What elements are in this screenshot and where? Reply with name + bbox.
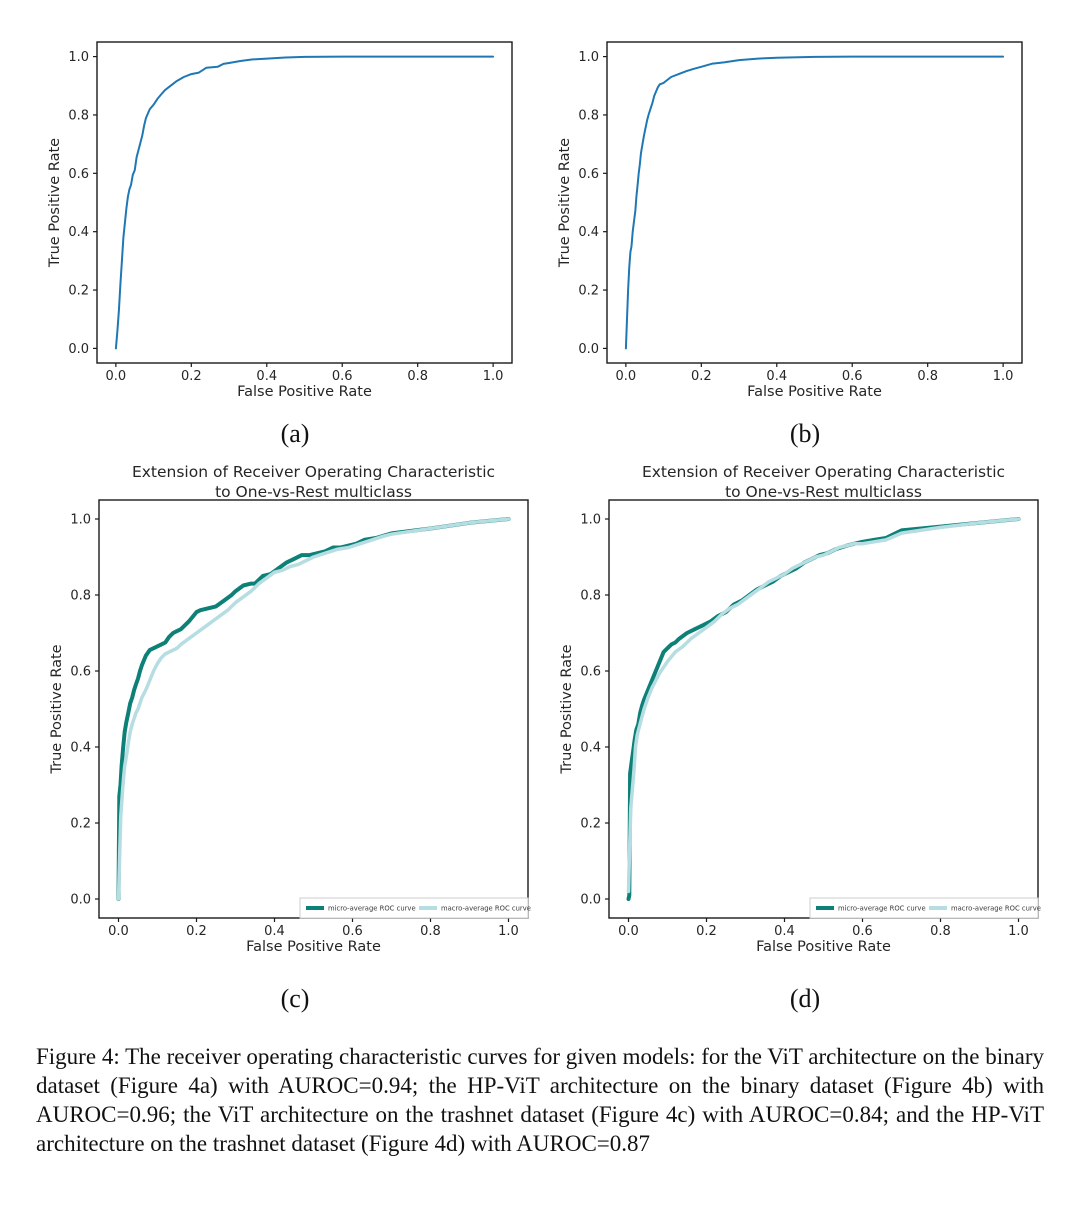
axes-box [98, 499, 529, 919]
x-tick-label: 0.6 [332, 369, 353, 384]
x-tick-label: 1.0 [993, 369, 1014, 384]
roc-chart-d: Extension of Receiver Operating Characte… [559, 463, 1041, 955]
curve-micro-average-roc-curve [116, 517, 511, 901]
y-tick-label: 0.4 [68, 225, 89, 240]
x-tick-label: 0.4 [774, 924, 795, 939]
legend-label-micro-average-roc-curve: micro-average ROC curve [328, 905, 416, 913]
x-axis-label: False Positive Rate [756, 939, 891, 955]
x-tick-label: 0.8 [407, 369, 428, 384]
y-tick-label: 0.8 [70, 589, 91, 604]
y-axis-label: True Positive Rate [557, 138, 573, 268]
axes-box [96, 41, 513, 364]
x-tick-label: 0.2 [186, 924, 207, 939]
y-tick-label: 0.6 [580, 665, 601, 680]
x-tick-label: 1.0 [1008, 924, 1029, 939]
x-tick-label: 0.8 [930, 924, 951, 939]
subfigure-label-c: (c) [280, 984, 310, 1013]
y-tick-label: 0.8 [578, 108, 599, 123]
chart-title-line: Extension of Receiver Operating Characte… [132, 463, 495, 481]
curve-roc-curve [114, 55, 495, 350]
x-axis-label: False Positive Rate [246, 939, 381, 955]
chart-title-line: to One-vs-Rest multiclass [725, 483, 922, 501]
roc-chart-a: 0.0 0.2 0.4 0.6 0.8 1.0 0.0 0.2 0.4 0.6 0.8 1.0 Fals… [47, 41, 513, 400]
panel-a: 0.0 0.2 0.4 0.6 0.8 1.0 0.0 0.2 0.4 0.6 0.8 1.0 Fals… [40, 22, 550, 407]
subfigure-label-b: (b) [789, 419, 821, 448]
y-tick-label: 1.0 [70, 513, 91, 528]
y-tick-label: 0.2 [68, 284, 89, 299]
axes-box [606, 41, 1023, 364]
x-axis-label: False Positive Rate [237, 384, 372, 400]
y-tick-label: 0.0 [70, 893, 91, 908]
x-tick-label: 0.6 [852, 924, 873, 939]
y-tick-label: 0.2 [580, 817, 601, 832]
roc-chart-b: 0.0 0.2 0.4 0.6 0.8 1.0 0.0 0.2 0.4 0.6 0.8 1.0 Fals… [557, 41, 1023, 400]
y-axis-label: True Positive Rate [47, 138, 63, 268]
panel-b: 0.0 0.2 0.4 0.6 0.8 1.0 0.0 0.2 0.4 0.6 0.8 1.0 Fals… [550, 22, 1060, 407]
x-tick-label: 0.2 [696, 924, 717, 939]
x-tick-label: 0.2 [691, 369, 712, 384]
subfigure-label-a: (a) [280, 419, 310, 448]
y-tick-label: 0.4 [70, 741, 91, 756]
x-tick-label: 0.8 [420, 924, 441, 939]
x-tick-label: 0.4 [766, 369, 787, 384]
y-tick-label: 0.2 [70, 817, 91, 832]
curve-roc-curve [624, 55, 1005, 350]
y-tick-label: 0.4 [580, 741, 601, 756]
y-tick-label: 1.0 [580, 513, 601, 528]
y-tick-label: 1.0 [578, 50, 599, 65]
axes-box [608, 499, 1039, 919]
roc-chart-c: Extension of Receiver Operating Characte… [49, 463, 531, 955]
panel-c: Extension of Receiver Operating Characte… [40, 458, 550, 980]
panel-d: Extension of Receiver Operating Characte… [550, 458, 1060, 980]
subfigure-label-d: (d) [789, 984, 821, 1013]
y-tick-label: 0.4 [578, 225, 599, 240]
x-tick-label: 0.2 [181, 369, 202, 384]
legend-box [299, 897, 529, 919]
y-tick-label: 0.6 [68, 167, 89, 182]
chart-title-line: Extension of Receiver Operating Characte… [642, 463, 1005, 481]
curve-macro-average-roc-curve [116, 517, 511, 901]
y-tick-label: 0.6 [70, 665, 91, 680]
y-tick-label: 1.0 [68, 50, 89, 65]
x-tick-label: 0.6 [842, 369, 863, 384]
curve-macro-average-roc-curve [626, 517, 1021, 894]
x-tick-label: 1.0 [498, 924, 519, 939]
x-tick-label: 0.8 [917, 369, 938, 384]
chart-title-line: to One-vs-Rest multiclass [215, 483, 412, 501]
y-axis-label: True Positive Rate [49, 644, 65, 774]
x-tick-label: 0.0 [106, 369, 127, 384]
x-tick-label: 0.4 [256, 369, 277, 384]
legend-label-macro-average-roc-curve: macro-average ROC curve [951, 905, 1041, 913]
legend-box [809, 897, 1039, 919]
y-tick-label: 0.8 [68, 108, 89, 123]
x-tick-label: 0.4 [264, 924, 285, 939]
x-axis-label: False Positive Rate [747, 384, 882, 400]
x-tick-label: 1.0 [483, 369, 504, 384]
legend-label-micro-average-roc-curve: micro-average ROC curve [838, 905, 926, 913]
curve-micro-average-roc-curve [626, 517, 1021, 901]
x-tick-label: 0.6 [342, 924, 363, 939]
legend-label-macro-average-roc-curve: macro-average ROC curve [441, 905, 531, 913]
y-tick-label: 0.2 [578, 284, 599, 299]
x-tick-label: 0.0 [616, 369, 637, 384]
x-tick-label: 0.0 [108, 924, 129, 939]
x-tick-label: 0.0 [618, 924, 639, 939]
y-axis-label: True Positive Rate [559, 644, 575, 774]
figure-caption: Figure 4: The receiver operating charact… [36, 1044, 1044, 1156]
y-tick-label: 0.8 [580, 589, 601, 604]
y-tick-label: 0.6 [578, 167, 599, 182]
y-tick-label: 0.0 [578, 342, 599, 357]
y-tick-label: 0.0 [68, 342, 89, 357]
y-tick-label: 0.0 [580, 893, 601, 908]
